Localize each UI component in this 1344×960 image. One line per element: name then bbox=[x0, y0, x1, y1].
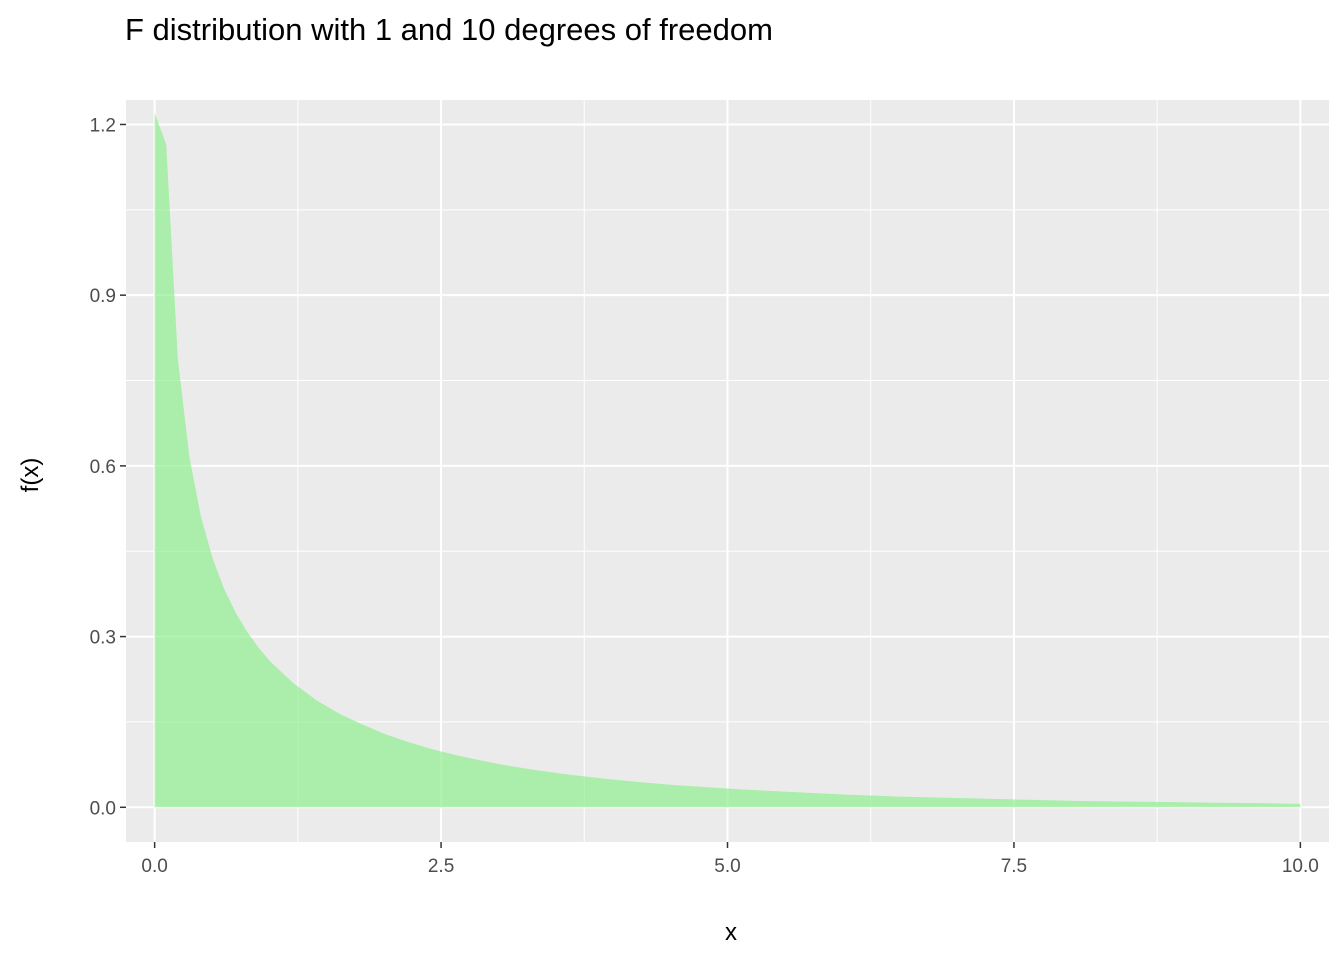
x-axis-title: x bbox=[725, 919, 737, 946]
y-tick-label: 0.3 bbox=[90, 628, 116, 649]
x-tick-label: 0.0 bbox=[141, 856, 167, 877]
x-axis: 0.0 2.5 5.0 7.5 10.0 bbox=[141, 842, 1319, 877]
chart-title: F distribution with 1 and 10 degrees of … bbox=[125, 12, 773, 47]
y-axis-title: f(x) bbox=[17, 458, 44, 493]
density-area bbox=[154, 113, 1301, 808]
x-tick-label: 2.5 bbox=[428, 856, 454, 877]
y-tick-label: 1.2 bbox=[90, 115, 116, 136]
x-tick-label: 5.0 bbox=[714, 856, 740, 877]
x-tick-label: 7.5 bbox=[1001, 856, 1027, 877]
y-tick-label: 0.0 bbox=[90, 798, 116, 819]
y-tick-label: 0.9 bbox=[90, 286, 116, 307]
x-tick-label: 10.0 bbox=[1282, 856, 1319, 877]
y-axis: 0.0 0.3 0.6 0.9 1.2 bbox=[90, 115, 126, 819]
y-tick-label: 0.6 bbox=[90, 457, 116, 478]
